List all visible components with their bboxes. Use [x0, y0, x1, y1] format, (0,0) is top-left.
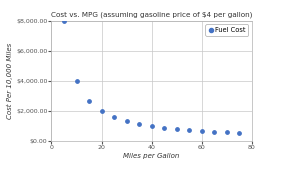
Fuel Cost	[149, 124, 154, 127]
Fuel Cost	[87, 99, 91, 102]
Fuel Cost	[162, 126, 166, 129]
Fuel Cost	[212, 130, 217, 133]
Fuel Cost	[237, 131, 241, 134]
Fuel Cost	[74, 80, 79, 82]
Fuel Cost	[99, 109, 104, 112]
Fuel Cost	[62, 20, 66, 23]
Fuel Cost	[174, 127, 179, 130]
X-axis label: Miles per Gallon: Miles per Gallon	[123, 153, 180, 159]
Legend: Fuel Cost: Fuel Cost	[205, 24, 248, 36]
Y-axis label: Cost Per 10,000 Miles: Cost Per 10,000 Miles	[7, 43, 13, 119]
Fuel Cost	[137, 122, 141, 125]
Fuel Cost	[224, 131, 229, 134]
Fuel Cost	[112, 115, 116, 118]
Title: Cost vs. MPG (assuming gasoline price of $4 per gallon): Cost vs. MPG (assuming gasoline price of…	[51, 12, 252, 18]
Fuel Cost	[187, 128, 191, 131]
Fuel Cost	[124, 120, 129, 122]
Fuel Cost	[199, 129, 204, 132]
